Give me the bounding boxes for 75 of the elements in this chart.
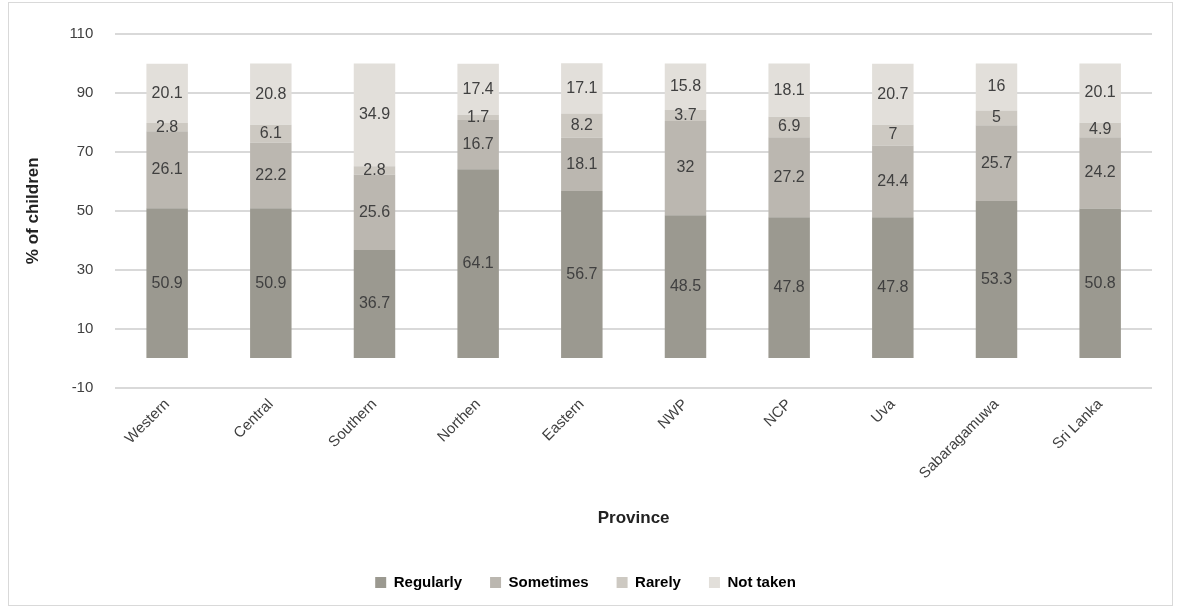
data-label: 20.8 [255,84,287,102]
data-label: 17.1 [566,78,598,96]
bar [872,217,914,359]
data-label: 53.3 [980,270,1013,287]
data-label: 48.5 [669,277,702,295]
data-label: 16 [987,77,1006,95]
bar [457,120,499,170]
data-label: 7 [888,125,898,143]
data-label: 18.1 [773,80,805,98]
data-label: 50.8 [1084,273,1116,291]
data-label: 25.7 [980,153,1013,171]
data-label: 3.7 [674,105,697,123]
legend-label: Rarely [635,572,682,590]
x-tick-label: Uva [866,394,899,426]
data-label: 56.7 [566,264,598,282]
data-label: 20.7 [877,84,909,102]
data-label: 1.7 [467,107,490,125]
data-label: 34.9 [358,105,391,123]
y-axis-title: % of children [22,157,42,265]
bar [146,131,188,209]
y-tick-label: -10 [71,377,94,395]
data-label: 6.9 [778,117,801,135]
data-label: 18.1 [566,154,598,172]
bar [561,137,603,192]
data-label: 20.1 [1084,83,1116,101]
bar [664,120,707,216]
bar [768,217,810,359]
bar [975,125,1018,202]
bar [353,174,396,250]
data-label: 47.8 [773,278,805,296]
y-tick-label: 10 [76,318,94,336]
bar [664,215,707,359]
y-tick-label: 50 [76,200,94,218]
data-label: 8.2 [570,116,594,134]
data-label: 6.1 [259,124,283,142]
data-label: 24.4 [877,171,909,189]
data-label: 50.9 [151,273,183,291]
data-label: 25.6 [358,202,391,220]
data-label: 17.4 [462,79,494,97]
y-tick-label: 30 [76,259,94,277]
bar [872,124,914,146]
data-label: 4.9 [1089,120,1112,138]
bar [250,208,292,359]
bar [1079,208,1121,359]
bar [768,137,810,218]
bar [872,145,914,218]
data-label: 47.8 [877,278,909,296]
bar [250,142,292,209]
x-axis-title: Province [597,508,670,528]
data-label: 26.1 [151,160,183,178]
data-label: 22.2 [255,165,287,183]
bar [457,169,499,359]
data-label: 2.8 [156,117,179,135]
y-tick-label: 90 [76,83,94,101]
bar [146,208,188,359]
y-tick-label: 110 [69,24,94,42]
legend-label: Sometimes [508,572,589,590]
bar [975,201,1018,359]
bar [1079,137,1121,209]
y-tick-label: 70 [76,142,94,159]
data-label: 64.1 [462,254,494,272]
data-label: 2.8 [363,160,386,178]
data-label: 27.2 [773,167,805,185]
bar [561,191,603,359]
data-label: 16.7 [462,135,494,153]
legend-label: Not taken [727,572,796,590]
data-label: 15.8 [669,77,702,95]
data-label: 20.1 [151,83,183,101]
data-label: 50.9 [255,273,287,291]
legend-label: Regularly [393,572,463,590]
data-label: 24.2 [1084,163,1116,181]
bar [353,249,396,359]
data-label: 5 [992,108,1002,126]
data-label: 36.7 [358,294,391,312]
data-label: 32 [676,158,695,176]
